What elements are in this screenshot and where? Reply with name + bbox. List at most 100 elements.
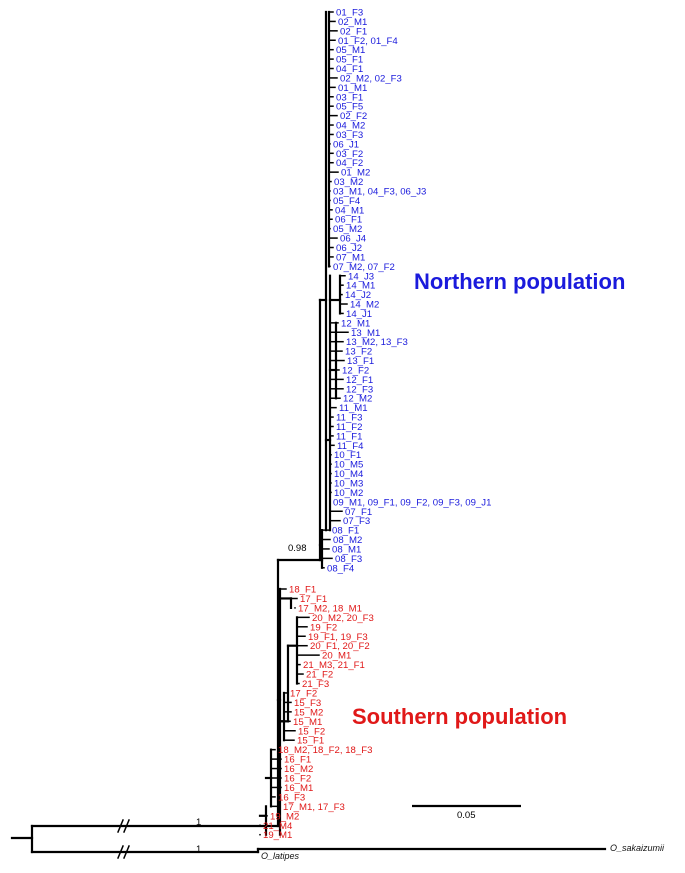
northern-tip-label: 08_F4: [327, 563, 355, 574]
southern-tip-label: 17_F1: [300, 594, 327, 605]
southern-tip-label: 19_M2: [270, 811, 299, 822]
northern-tip-label: 06_J1: [333, 139, 359, 150]
southern-tip-label: 15_F2: [298, 726, 325, 737]
northern-tip-label: 05_M2: [333, 224, 362, 235]
northern-tip-label: 12_F2: [342, 365, 369, 376]
root-upper-support: 1: [196, 817, 201, 828]
northern-tip-label: 04_F2: [336, 158, 363, 169]
northern-tip-label: 09_M1, 09_F1, 09_F2, 09_F3, 09_J1: [333, 497, 491, 508]
southern-tip-label: 15_M2: [294, 707, 323, 718]
southern-tip-label: 19_M1: [263, 830, 292, 841]
southern-tip-label: 21_M3, 21_F1: [303, 660, 365, 671]
northern-tip-label: 10_M5: [334, 460, 363, 471]
southern-tip-label: 16_F3: [278, 792, 305, 803]
northern-tip-label: 07_M2, 07_F2: [333, 262, 395, 273]
root-lower-support: 1: [196, 844, 201, 855]
northern-tip-label: 04_M1: [335, 205, 364, 216]
southern-tip-label: 21_F2: [306, 670, 333, 681]
northern-tip-label: 08_M2: [333, 535, 362, 546]
southern-tip-label: 16_M2: [284, 764, 313, 775]
northern-tip-label: 06_J2: [336, 243, 362, 254]
northern-tip-label: 08_F1: [332, 526, 359, 537]
southern-tip-label: 15_F1: [297, 736, 324, 747]
northern-tip-label: 13_F2: [345, 347, 372, 358]
northern-tip-label: 10_F1: [334, 450, 361, 461]
northern-tip-label: 12_M2: [343, 394, 372, 405]
northern-tip-label: 10_M3: [334, 479, 363, 490]
northern-tip-label: 04_F1: [336, 64, 363, 75]
northern-tip-label: 14_J2: [345, 290, 371, 301]
northern-tip-label: 11_F1: [336, 431, 363, 442]
northern-tip-label: 02_M2, 02_F3: [340, 73, 402, 84]
northern-population-title: Northern population: [414, 269, 626, 294]
northern-tip-label: 07_F3: [343, 516, 370, 527]
northern-tip-label: 05_F5: [336, 102, 363, 113]
southern-tip-label: 16_F1: [284, 755, 311, 766]
northern-tip-label: 05_F1: [336, 55, 363, 66]
southern-tip-label: 17_F2: [290, 688, 317, 699]
southern-tip-label: 16_M1: [284, 783, 313, 794]
northern-clade-support: 0.98: [288, 543, 307, 554]
northern-tip-label: 02_F1: [340, 26, 367, 37]
southern-tip-label: 15_F3: [294, 698, 321, 709]
tree-branches: [10, 10, 607, 859]
branch-break-mark: [123, 819, 130, 833]
northern-tip-label: 06_F1: [335, 215, 362, 226]
outgroup-latipes-label: O_latipes: [261, 851, 300, 861]
northern-tip-label: 13_F1: [347, 356, 374, 367]
northern-tip-label: 14_J1: [346, 309, 372, 320]
northern-tip-label: 01_M1: [338, 83, 367, 94]
northern-tip-label: 01_M2: [341, 168, 370, 179]
southern-tip-label: 21_F3: [302, 679, 329, 690]
northern-tip-label: 03_F3: [336, 130, 363, 141]
northern-tip-label: 13_M1: [351, 328, 380, 339]
northern-tip-label: 10_M2: [334, 488, 363, 499]
northern-tip-label: 03_M2: [334, 177, 363, 188]
northern-tip-label: 05_M1: [336, 45, 365, 56]
northern-tip-label: 14_J3: [348, 271, 374, 282]
northern-tip-label: 11_F4: [337, 441, 364, 452]
southern-tip-label: 16_F2: [284, 774, 311, 785]
southern-tip-label: 20_M2, 20_F3: [312, 613, 374, 624]
southern-tip-label: 19_F1, 19_F3: [308, 632, 368, 643]
northern-tip-label: 03_M1, 04_F3, 06_J3: [333, 186, 426, 197]
northern-tip-label: 11_F2: [336, 422, 363, 433]
southern-tip-label: 18_M2, 18_F2, 18_F3: [278, 745, 372, 756]
southern-tip-label: 20_M1: [322, 651, 351, 662]
northern-tip-label: 02_F2: [340, 111, 367, 122]
southern-tip-label: 20_F1, 20_F2: [310, 641, 370, 652]
northern-tip-label: 07_F1: [345, 507, 372, 518]
southern-population-title: Southern population: [352, 704, 568, 729]
northern-tip-label: 07_M1: [336, 252, 365, 263]
northern-tip-label: 01_F2, 01_F4: [338, 36, 398, 47]
northern-tip-label: 10_M4: [334, 469, 364, 480]
northern-tip-label: 08_M1: [332, 544, 361, 555]
northern-tip-label: 03_F1: [336, 92, 363, 103]
branch-break-mark: [117, 819, 124, 833]
southern-tip-label: 21_M4: [263, 821, 293, 832]
scale-bar-label: 0.05: [457, 810, 476, 821]
northern-tip-label: 12_M1: [341, 318, 370, 329]
northern-tip-label: 12_F1: [346, 375, 373, 386]
northern-tip-label: 06_J4: [340, 234, 367, 245]
northern-tip-label: 01_F3: [336, 8, 363, 19]
southern-tip-label: 17_M1, 17_F3: [283, 802, 345, 813]
northern-tip-label: 02_M1: [338, 17, 367, 28]
southern-tip-label: 17_M2, 18_M1: [298, 603, 362, 614]
northern-tip-label: 05_F4: [333, 196, 361, 207]
northern-tip-label: 12_F3: [346, 384, 373, 395]
southern-tip-label: 18_F1: [289, 585, 316, 596]
southern-tip-label: 15_M1: [293, 717, 322, 728]
northern-tip-label: 14_M1: [346, 281, 375, 292]
northern-tip-label: 11_M1: [339, 403, 368, 414]
northern-tip-label: 03_F2: [336, 149, 363, 160]
branch-break-mark: [117, 845, 124, 859]
northern-tip-label: 11_F3: [336, 413, 363, 424]
southern-tip-label: 19_F2: [310, 622, 337, 633]
northern-tip-label: 08_F3: [335, 554, 362, 565]
branch-break-mark: [123, 845, 130, 859]
outgroup-sakaizumii-label: O_sakaizumii: [610, 843, 665, 853]
northern-tip-label: 14_M2: [350, 300, 379, 311]
